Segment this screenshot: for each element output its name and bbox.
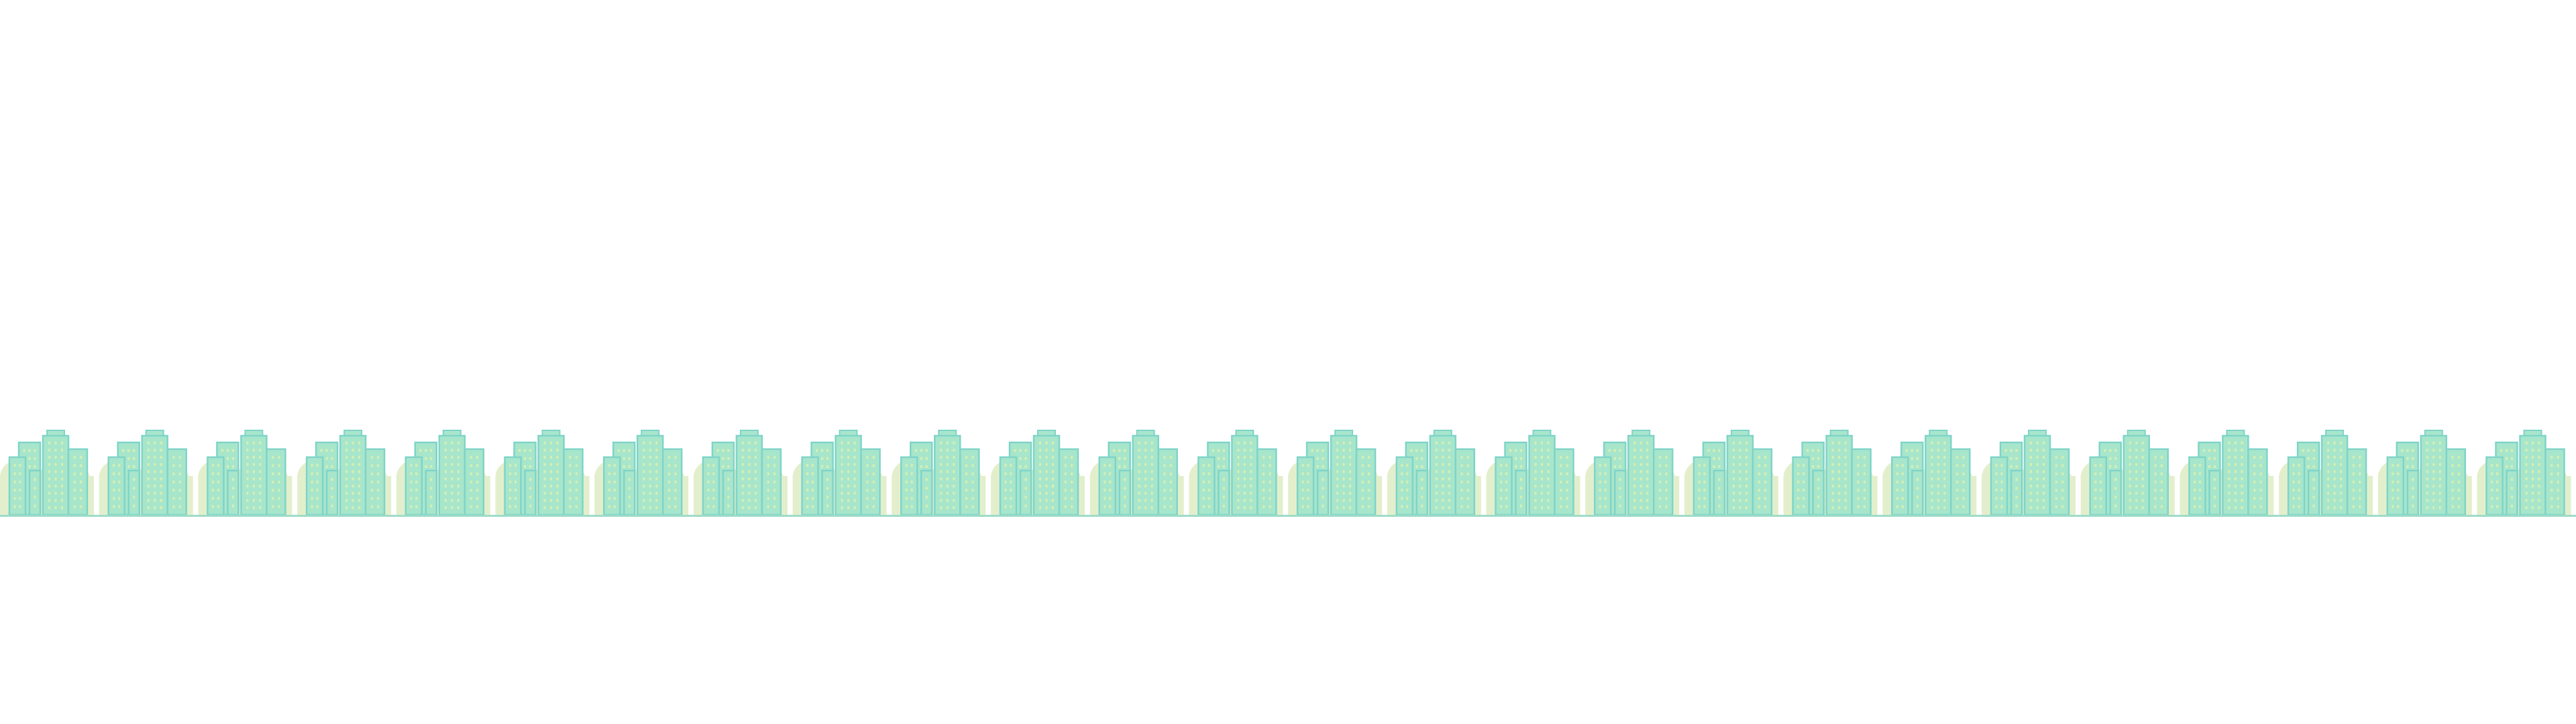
city-buildings-icon bbox=[99, 430, 199, 517]
city-skyline-strip bbox=[0, 429, 2576, 523]
city-buildings-icon bbox=[1288, 430, 1387, 517]
city-buildings-icon bbox=[1189, 430, 1289, 517]
city-buildings-icon bbox=[396, 430, 496, 517]
city-buildings-icon bbox=[693, 430, 793, 517]
city-buildings-icon bbox=[1585, 430, 1684, 517]
city-buildings-icon bbox=[2477, 430, 2576, 517]
city-buildings-icon bbox=[1783, 430, 1883, 517]
city-buildings-icon bbox=[792, 430, 892, 517]
city-buildings-icon bbox=[1982, 430, 2081, 517]
city-buildings-icon bbox=[2377, 430, 2477, 517]
city-buildings-icon bbox=[2180, 430, 2279, 517]
city-skyline-pattern bbox=[0, 430, 2576, 517]
city-buildings-icon bbox=[1387, 430, 1487, 517]
city-buildings-icon bbox=[0, 430, 99, 517]
city-buildings-icon bbox=[1486, 430, 1586, 517]
city-buildings-icon bbox=[1684, 430, 1784, 517]
city-buildings-icon bbox=[594, 430, 694, 517]
city-buildings-icon bbox=[1089, 430, 1189, 517]
city-buildings-icon bbox=[991, 430, 1090, 517]
city-buildings-icon bbox=[892, 430, 991, 517]
city-buildings-icon bbox=[198, 430, 298, 517]
city-buildings-icon bbox=[2279, 430, 2378, 517]
city-buildings-icon bbox=[297, 430, 396, 517]
city-buildings-icon bbox=[2080, 430, 2180, 517]
city-buildings-icon bbox=[495, 430, 595, 517]
city-buildings-icon bbox=[1882, 430, 1982, 517]
